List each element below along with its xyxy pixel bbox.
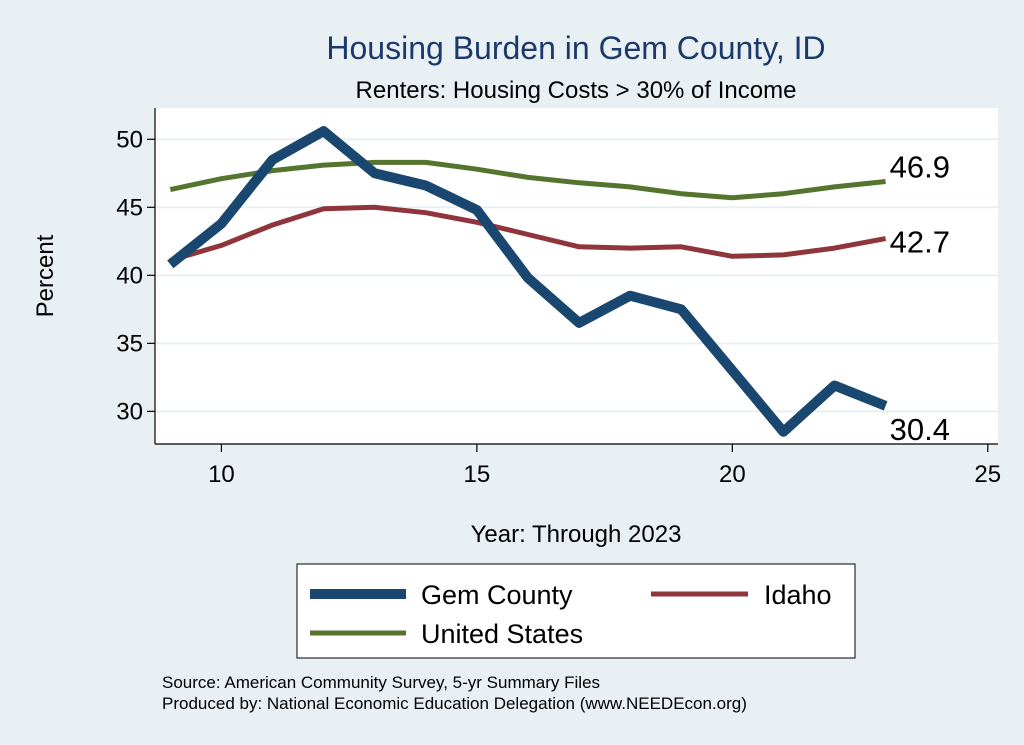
y-tick-label-35: 35: [116, 330, 143, 357]
end-label-idaho: 42.7: [890, 225, 950, 260]
legend-label-gem-county: Gem County: [421, 580, 573, 610]
legend-label-idaho: Idaho: [764, 580, 832, 610]
series-line-united-states: [169, 159, 886, 201]
x-tick-label-15: 15: [464, 461, 491, 488]
y-tick-label-30: 30: [116, 398, 143, 425]
axes: 30 35 40 45 50 10 15 20 25: [116, 108, 1001, 488]
x-axis-label: Year: Through 2023: [471, 521, 682, 548]
legend-box: [296, 563, 856, 659]
producer-note: Produced by: National Economic Education…: [162, 694, 747, 713]
x-tick-label-10: 10: [208, 461, 235, 488]
chart-subtitle: Renters: Housing Costs > 30% of Income: [356, 77, 797, 104]
series-line-idaho: [169, 204, 887, 263]
legend-label-united-states: United States: [421, 619, 583, 649]
x-tick-label-25: 25: [974, 461, 1001, 488]
x-tick-label-20: 20: [719, 461, 746, 488]
end-labels: 30.4 42.7 46.9: [890, 149, 950, 446]
y-tick-label-40: 40: [116, 262, 143, 289]
y-axis-label: Percent: [32, 234, 59, 317]
chart-title: Housing Burden in Gem County, ID: [326, 30, 825, 66]
series-line-gem-county: [167, 126, 888, 437]
legend: Gem County Idaho United States: [296, 563, 856, 659]
series-lines: [167, 126, 888, 437]
end-label-gem-county: 30.4: [890, 412, 950, 447]
y-tick-label-45: 45: [116, 194, 143, 221]
source-note: Source: American Community Survey, 5-yr …: [162, 673, 600, 692]
end-label-united-states: 46.9: [890, 149, 950, 184]
y-tick-label-50: 50: [116, 126, 143, 153]
gridlines: [155, 138, 998, 413]
